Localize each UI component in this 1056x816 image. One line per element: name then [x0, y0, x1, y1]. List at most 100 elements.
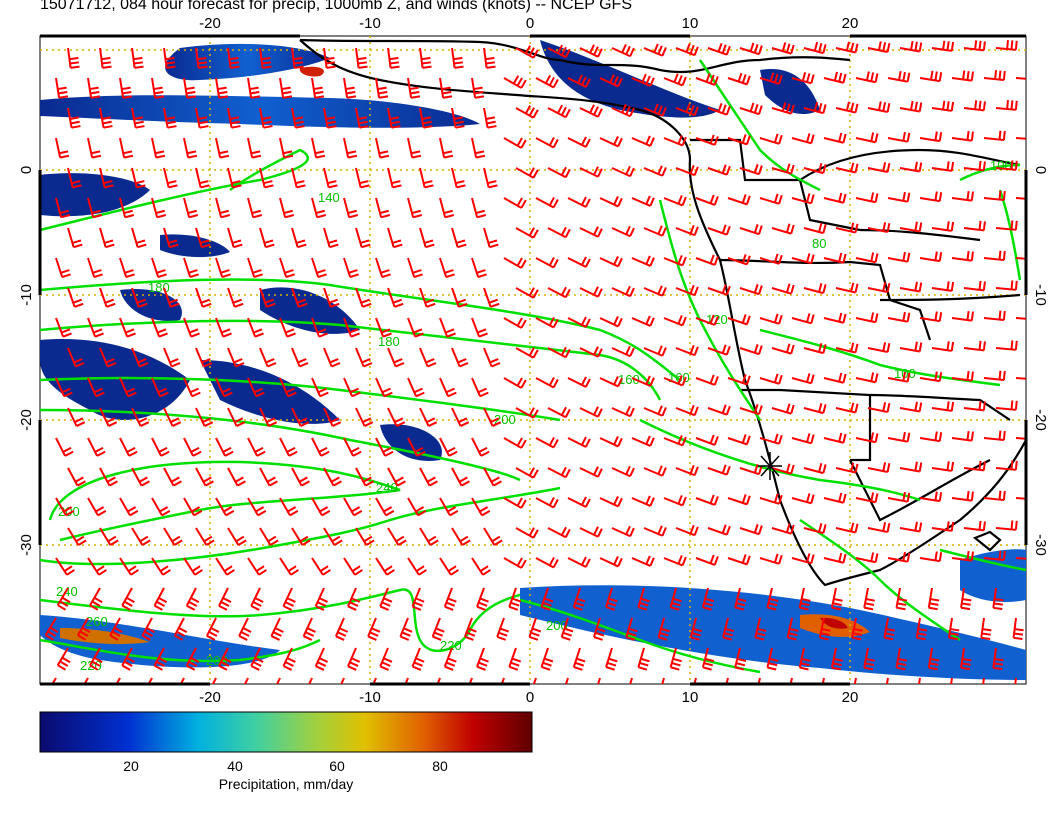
wind-barb — [995, 400, 1018, 411]
wind-barb — [579, 44, 603, 58]
wind-barb — [323, 407, 342, 427]
wind-barb — [439, 437, 458, 457]
wind-barb — [951, 70, 974, 82]
wind-barb — [323, 47, 336, 69]
wind-barb — [119, 77, 133, 99]
wind-barb — [153, 587, 168, 611]
lon-tick: -10 — [359, 15, 381, 32]
wind-barb — [314, 587, 328, 611]
wind-barb — [663, 135, 687, 147]
wind-barb — [863, 647, 875, 671]
wind-barb — [739, 163, 763, 176]
wind-barb — [759, 253, 783, 265]
wind-barb — [471, 437, 490, 457]
wind-barb — [215, 437, 234, 457]
wind-barb — [919, 131, 943, 143]
wind-barb — [379, 647, 393, 671]
wind-barb — [56, 587, 71, 611]
wind-barb — [927, 587, 940, 611]
wind-barb — [375, 437, 394, 457]
wind-barb — [247, 437, 266, 457]
wind-barb — [131, 287, 148, 308]
wind-barb — [727, 494, 751, 506]
wind-barb — [311, 377, 329, 398]
wind-barb — [547, 406, 571, 419]
wind-barb — [55, 437, 74, 457]
wind-barb — [119, 437, 138, 457]
wind-barb — [183, 437, 202, 457]
wind-barb — [343, 197, 359, 219]
wind-barb — [439, 77, 453, 99]
wind-barb — [451, 47, 464, 69]
wind-barb — [887, 551, 911, 563]
wind-barb — [867, 462, 891, 474]
wind-barb — [951, 310, 974, 322]
wind-barb — [899, 521, 923, 533]
wind-barb — [218, 587, 232, 611]
wind-barb — [771, 223, 795, 235]
wind-barb — [259, 527, 279, 546]
wind-barb — [343, 557, 363, 576]
wind-barb — [661, 677, 665, 684]
wind-barb — [992, 587, 1004, 611]
wind-barb — [109, 617, 123, 641]
wind-barb — [631, 495, 655, 507]
wind-barb — [895, 587, 908, 611]
wind-barb — [567, 136, 591, 148]
wind-barb — [87, 317, 104, 338]
wind-barb — [279, 77, 293, 99]
wind-barb — [599, 496, 623, 508]
wind-barb — [675, 224, 699, 237]
wind-barb — [463, 617, 477, 641]
wind-barb — [471, 557, 491, 576]
wind-barb — [323, 527, 343, 546]
wind-barb — [131, 47, 144, 69]
wind-barb — [227, 347, 245, 368]
wind-barb — [195, 527, 215, 546]
wind-barb — [919, 491, 943, 503]
wind-barb — [803, 523, 827, 535]
wind-barb — [443, 647, 457, 671]
wind-barb — [407, 317, 424, 338]
wind-barb — [1015, 377, 1026, 380]
wind-barb — [625, 617, 638, 641]
wind-barb — [739, 283, 763, 296]
wind-barb — [567, 196, 591, 208]
wind-barb — [707, 224, 731, 236]
wind-barb — [151, 497, 171, 517]
wind-barb — [205, 617, 220, 641]
wind-barb — [347, 647, 361, 671]
wind-barb — [611, 285, 635, 298]
wind-barb — [579, 346, 603, 358]
wind-barb — [919, 191, 943, 203]
wind-barb — [693, 677, 697, 684]
wind-barb — [243, 677, 249, 684]
wind-barb — [791, 72, 815, 85]
wind-barb — [163, 47, 176, 69]
lon-tick: 0 — [526, 689, 534, 706]
wind-barb — [195, 287, 212, 308]
wind-barb — [407, 137, 422, 159]
wind-barb — [851, 617, 863, 641]
wind-barb — [131, 167, 146, 189]
wind-barb — [995, 460, 1018, 471]
wind-barb — [119, 197, 135, 219]
wind-barb — [503, 377, 527, 389]
wind-barb — [567, 556, 591, 568]
wind-barb — [483, 347, 501, 368]
wind-barb — [675, 344, 699, 357]
colorbar-tick: 80 — [432, 758, 448, 774]
wind-barb — [919, 431, 943, 443]
wind-barb — [931, 461, 955, 472]
wind-barb — [407, 377, 425, 398]
wind-barb — [119, 137, 134, 159]
wind-barb — [323, 227, 339, 249]
wind-barb — [215, 377, 233, 398]
wind-barb — [387, 287, 404, 308]
wind-barb — [771, 102, 795, 115]
wind-barb — [451, 467, 470, 487]
wind-barb — [835, 282, 859, 294]
wind-barb — [250, 587, 264, 611]
border-8 — [879, 293, 1021, 302]
